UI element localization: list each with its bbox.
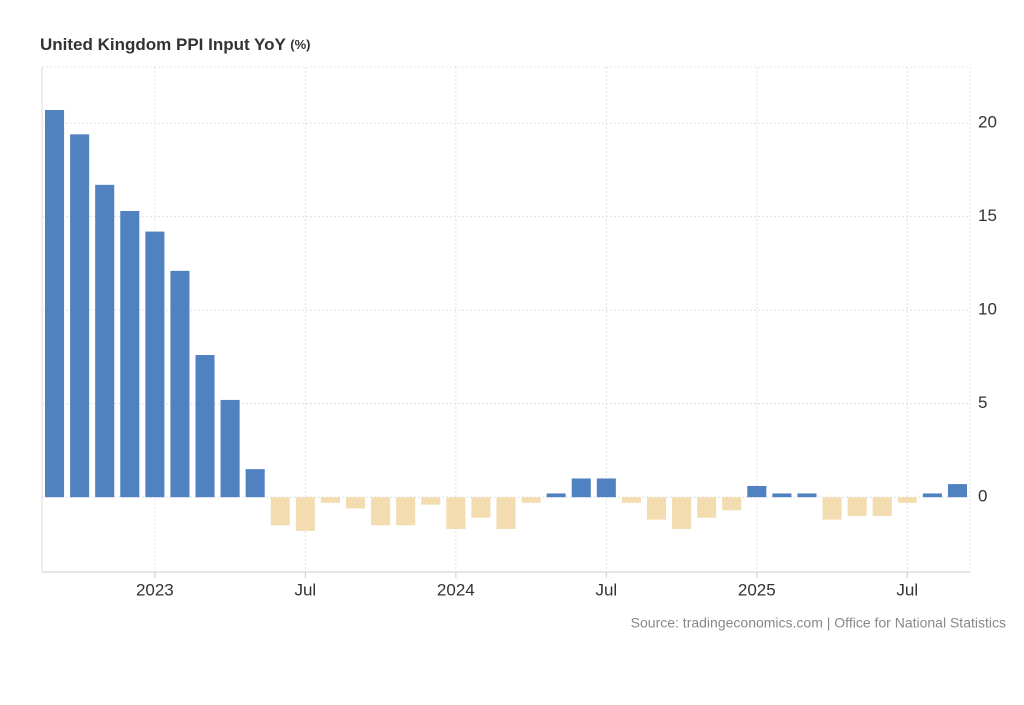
bar [797,493,817,498]
bar [747,485,767,498]
bar [496,497,516,529]
bar [596,478,616,498]
source: Source: tradingeconomics.com | Office fo… [631,615,1006,631]
bar [621,497,641,503]
bar [571,478,591,498]
bar [170,270,190,498]
y-tick-label: 10 [978,300,997,319]
bar [722,497,742,511]
title-text: United Kingdom PPI Input YoY [40,35,287,54]
x-tick-label: 2024 [437,580,475,599]
bar [295,497,315,531]
bar [922,493,942,498]
bar [772,493,792,498]
bar [345,497,366,509]
bar [45,110,65,498]
chart-title: United Kingdom PPI Input YoY (%) [40,35,311,54]
x-tick-label: 2025 [738,580,776,599]
y-tick-label: 0 [978,487,987,506]
bar [847,497,867,516]
bar [120,211,140,498]
bar [320,497,340,503]
bar [195,355,215,498]
bar [446,497,466,529]
bar [521,497,541,503]
x-tick-label: 2023 [136,580,174,599]
bar [270,497,290,526]
bar [872,497,892,516]
bar [396,497,416,526]
bar [947,484,967,498]
bar [697,497,717,518]
bar [220,399,240,498]
y-tick-label: 20 [978,113,997,132]
bar [471,497,491,518]
x-tick-label: Jul [294,580,316,599]
bar [897,497,917,503]
bar [95,184,115,498]
bar [371,497,391,526]
bar [245,469,265,498]
bar [672,497,692,529]
y-tick-label: 5 [978,393,987,412]
y-tick-label: 15 [978,206,997,225]
title-unit: (%) [290,37,310,52]
bar [546,493,566,498]
x-tick-label: Jul [896,580,918,599]
bar [145,231,165,498]
bar [646,497,667,520]
bar [421,497,441,505]
bar [70,134,90,498]
bar [822,497,842,520]
x-tick-label: Jul [595,580,617,599]
